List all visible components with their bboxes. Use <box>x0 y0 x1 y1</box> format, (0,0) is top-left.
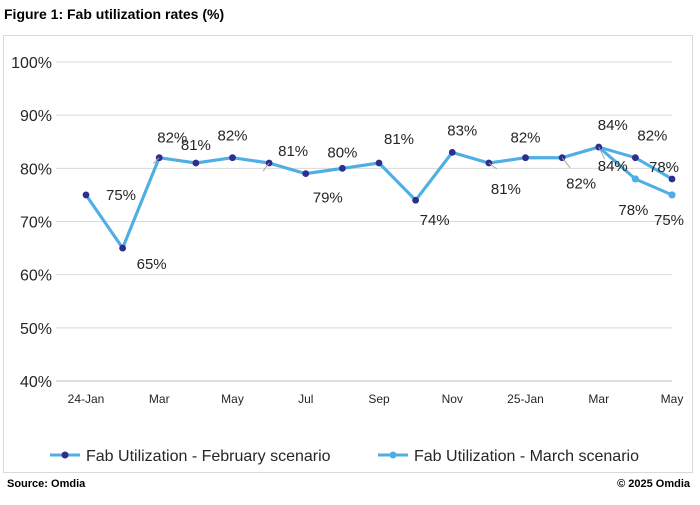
data-label-february: 82% <box>217 128 247 145</box>
x-tick-label: May <box>661 392 684 406</box>
data-label-february: 81% <box>181 137 211 154</box>
label-leader-line <box>488 162 498 170</box>
data-label-february: 79% <box>313 190 343 207</box>
data-label-february: 82% <box>510 130 540 147</box>
data-label-february: 81% <box>491 181 521 198</box>
y-tick-label: 40% <box>20 374 52 391</box>
y-tick-label: 80% <box>20 161 52 178</box>
source-note: Source: Omdia <box>7 478 86 490</box>
x-tick-label: Jul <box>298 392 313 406</box>
data-label-february: 81% <box>384 131 414 148</box>
data-point-february <box>302 170 310 178</box>
y-tick-label: 60% <box>20 268 52 285</box>
x-tick-label: May <box>221 392 244 406</box>
data-label-february: 82% <box>637 128 667 145</box>
data-point-february <box>229 154 236 162</box>
x-tick-label: 24-Jan <box>68 392 105 406</box>
data-point-march <box>631 175 639 183</box>
x-tick-label: Mar <box>588 392 609 406</box>
data-point-february <box>338 164 346 172</box>
data-point-february <box>448 148 456 156</box>
label-leader-line <box>152 157 160 165</box>
chart-container <box>3 35 693 473</box>
data-label-february: 83% <box>447 122 477 139</box>
data-label-february: 75% <box>106 187 136 204</box>
legend-marker <box>61 451 69 459</box>
data-label-february: 81% <box>278 143 308 160</box>
x-tick-label: 25-Jan <box>507 392 544 406</box>
data-label-february: 80% <box>327 144 357 161</box>
legend-label-february: Fab Utilization - February scenario <box>86 448 331 465</box>
data-label-february: 84% <box>598 117 628 134</box>
x-tick-label: Nov <box>442 392 463 406</box>
figure-title: Figure 1: Fab utilization rates (%) <box>4 6 225 22</box>
label-leader-line <box>598 146 606 160</box>
line-chart: 40% 50% 60% 70% 80% 90% 100% 24-Jan Mar May Jul Sep… <box>11 55 684 465</box>
legend-marker <box>389 451 397 459</box>
x-tick-label: Sep <box>368 392 390 406</box>
label-leader-line <box>262 162 270 172</box>
data-point-february <box>82 191 90 199</box>
data-point-february <box>119 244 127 252</box>
data-point-february <box>631 154 639 162</box>
data-point-february <box>412 196 420 204</box>
data-point-february <box>522 154 529 162</box>
data-label-february: 82% <box>566 176 596 193</box>
copyright-note: © 2025 Omdia <box>617 478 690 490</box>
data-label-february: 78% <box>649 159 679 176</box>
y-tick-label: 50% <box>20 321 52 338</box>
label-leader-line <box>561 157 571 169</box>
y-tick-label: 100% <box>11 55 52 72</box>
data-point-march <box>668 191 676 199</box>
y-tick-label: 90% <box>20 108 52 125</box>
data-label-february: 65% <box>137 256 167 273</box>
x-tick-label: Mar <box>149 392 170 406</box>
legend-label-march: Fab Utilization - March scenario <box>414 448 639 465</box>
data-label-march: 78% <box>618 202 648 219</box>
data-label-february: 74% <box>420 212 450 229</box>
y-tick-label: 70% <box>20 215 52 232</box>
data-label-february: 82% <box>157 130 187 147</box>
data-point-february <box>375 159 383 167</box>
data-point-february <box>192 159 200 167</box>
data-label-march: 75% <box>654 212 684 229</box>
data-point-february <box>668 175 676 183</box>
data-label-march: 84% <box>598 158 628 175</box>
